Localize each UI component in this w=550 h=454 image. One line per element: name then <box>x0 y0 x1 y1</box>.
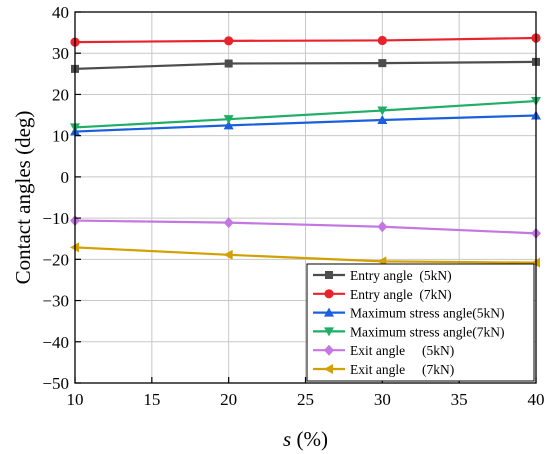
y-tick-label: 20 <box>52 85 69 104</box>
series-3 <box>70 110 541 136</box>
series-line <box>74 99 537 129</box>
data-point <box>223 249 233 260</box>
data-point <box>223 120 234 130</box>
series-line <box>74 219 537 235</box>
y-tick-label: −40 <box>42 333 69 352</box>
legend-label: Maximum stress angle(5kN) <box>350 306 504 321</box>
legend-item: Maximum stress angle(5kN) <box>313 306 504 321</box>
data-point <box>223 217 234 229</box>
y-tick-label: −30 <box>42 292 69 311</box>
data-point <box>223 115 234 125</box>
x-tick-label: 25 <box>297 390 314 409</box>
y-tick-label: 40 <box>52 3 69 22</box>
legend-label: Entry angle (5kN) <box>350 268 452 283</box>
series-2 <box>70 33 541 47</box>
series-line <box>74 36 537 44</box>
y-tick-label: 0 <box>61 168 70 187</box>
legend-label: Exit angle (7kN) <box>350 362 454 377</box>
legend-marker <box>324 307 334 317</box>
x-tick-label: 30 <box>374 390 391 409</box>
data-point <box>377 221 388 233</box>
legend-label: Maximum stress angle(7kN) <box>350 324 504 339</box>
y-tick-label: 30 <box>52 44 69 63</box>
legend-box <box>306 263 535 382</box>
axis-ticks: 10 15 20 25 30 35 40 40 30 20 10 0 −10 −20 −30 −40 −50 <box>42 3 544 409</box>
data-point <box>377 115 388 125</box>
x-tick-label: 15 <box>143 390 160 409</box>
legend-item: Entry angle (5kN) <box>313 268 452 283</box>
data-point <box>224 36 234 46</box>
series-line <box>74 246 537 264</box>
y-tick-label: −20 <box>42 250 69 269</box>
legend-marker <box>325 271 333 279</box>
x-tick-label: 40 <box>528 390 545 409</box>
x-axis-unit: (%) <box>291 427 328 451</box>
data-point <box>377 106 388 116</box>
data-point <box>378 59 387 68</box>
legend-item: Entry angle (7kN) <box>313 287 452 302</box>
series-line <box>74 60 537 70</box>
data-point <box>377 35 387 46</box>
legend-label: Entry angle (7kN) <box>350 287 452 302</box>
legend-marker <box>324 289 334 299</box>
y-tick-label: −50 <box>42 374 69 393</box>
legend-item: Maximum stress angle(7kN) <box>313 324 504 339</box>
series-line <box>74 114 537 133</box>
legend-marker <box>324 364 333 374</box>
data-point <box>224 59 233 68</box>
y-axis-title: Contact angles (deg) <box>11 111 35 285</box>
legend: Entry angle (5kN) Entry angle (7kN) Maximu… <box>306 263 535 382</box>
legend-marker <box>324 327 334 337</box>
legend-marker <box>324 344 334 356</box>
y-tick-label: −10 <box>42 209 69 228</box>
y-tick-label: 10 <box>52 127 69 146</box>
x-tick-label: 20 <box>220 390 237 409</box>
x-axis-variable: s <box>283 427 291 451</box>
x-tick-label: 10 <box>67 390 84 409</box>
x-axis-title: s (%) <box>283 427 328 451</box>
legend-label: Exit angle (5kN) <box>350 343 454 358</box>
legend-item: Exit angle (7kN) <box>313 362 454 377</box>
legend-item: Exit angle (5kN) <box>313 343 454 358</box>
x-tick-label: 35 <box>451 390 468 409</box>
